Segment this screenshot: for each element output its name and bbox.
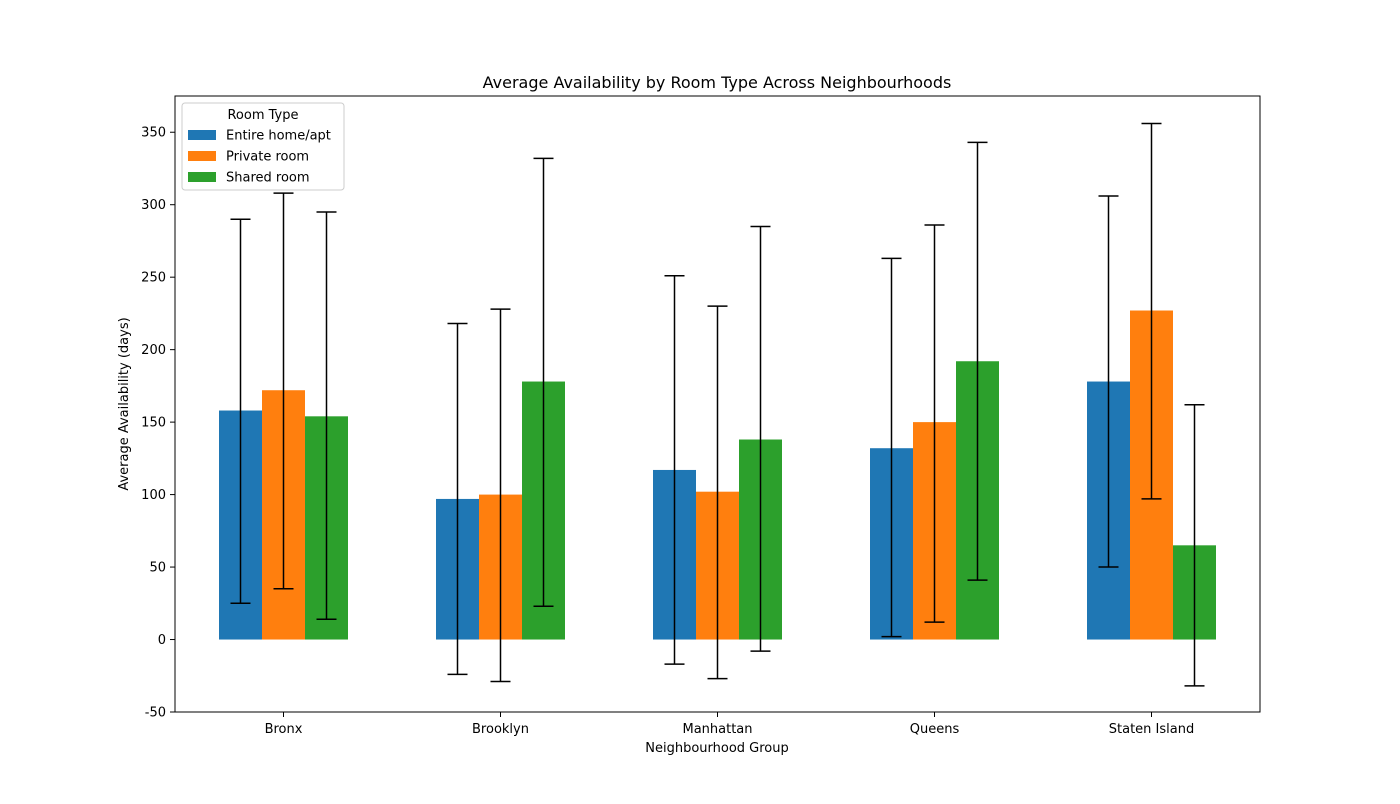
y-tick-label: 150 (141, 416, 166, 431)
legend-title: Room Type (227, 108, 298, 123)
legend-label: Private room (226, 150, 309, 165)
x-tick-label: Staten Island (1109, 722, 1194, 737)
legend-label: Entire home/apt (226, 129, 331, 144)
y-tick-label: 200 (141, 343, 166, 358)
y-tick-label: 250 (141, 271, 166, 286)
legend-swatch (188, 172, 216, 182)
y-tick-label: 350 (141, 126, 166, 141)
x-tick-label: Manhattan (682, 722, 752, 737)
y-tick-label: 300 (141, 198, 166, 213)
legend: Room Type Entire home/apt Private room Sha… (181, 102, 345, 191)
y-tick-label: -50 (145, 706, 166, 721)
y-tick-label: 50 (149, 561, 166, 576)
axes-layer: -50 0 50 100 150 200 250 300 350 Bronx Brooklyn Man… (141, 95, 1261, 737)
chart-title: Average Availability by Room Type Across… (483, 73, 952, 92)
y-tick-label: 100 (141, 488, 166, 503)
x-axis-label: Neighbourhood Group (645, 741, 789, 756)
x-tick-label: Brooklyn (472, 722, 529, 737)
x-tick-label: Bronx (265, 722, 303, 737)
y-axis-label: Average Availability (days) (117, 317, 132, 490)
legend-swatch (188, 130, 216, 140)
y-tick-label: 0 (158, 633, 166, 648)
legend-label: Shared room (226, 171, 310, 186)
legend-box (181, 102, 345, 191)
errorbars-layer (230, 122, 1205, 687)
x-tick-label: Queens (910, 722, 960, 737)
legend-swatch (188, 151, 216, 161)
